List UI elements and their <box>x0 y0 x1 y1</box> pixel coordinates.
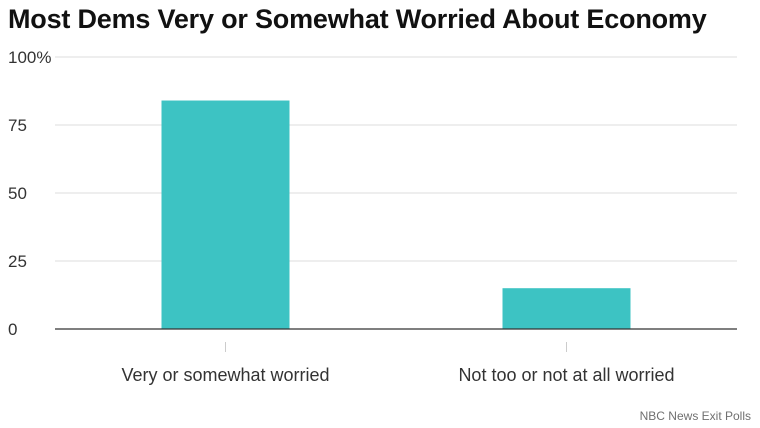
y-tick-label: 0 <box>8 320 17 339</box>
bars <box>161 100 631 330</box>
x-axis-ticks <box>225 342 567 352</box>
y-tick-label: 50 <box>8 184 27 203</box>
y-tick-label: 75 <box>8 116 27 135</box>
y-tick-label: 100% <box>8 48 51 67</box>
y-tick-label: 25 <box>8 252 27 271</box>
x-category-label: Very or somewhat worried <box>121 365 329 385</box>
chart-title: Most Dems Very or Somewhat Worried About… <box>8 4 707 34</box>
bar <box>502 288 631 329</box>
bar <box>161 100 290 330</box>
x-axis-category-labels: Very or somewhat worried Not too or not a… <box>121 365 674 385</box>
x-category-label: Not too or not at all worried <box>458 365 674 385</box>
gridlines <box>55 56 737 262</box>
source-credit: NBC News Exit Polls <box>639 409 751 423</box>
y-axis-tick-labels: 0 25 50 75 100% <box>8 48 51 339</box>
